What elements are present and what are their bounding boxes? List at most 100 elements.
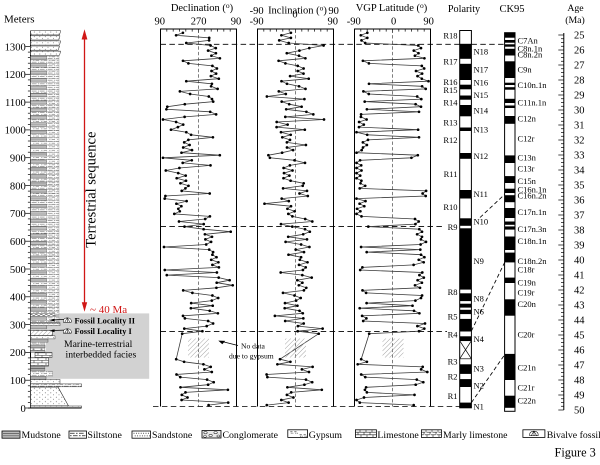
svg-text:90: 90	[231, 17, 242, 28]
svg-text:VGP Latitude (o): VGP Latitude (o)	[356, 1, 428, 14]
svg-text:R14: R14	[443, 98, 458, 108]
svg-text:R9: R9	[448, 222, 458, 232]
svg-text:34: 34	[574, 166, 585, 177]
svg-text:C10n.1n: C10n.1n	[518, 80, 548, 90]
svg-text:N3: N3	[474, 363, 484, 373]
svg-text:Marine-terrestrial: Marine-terrestrial	[64, 339, 133, 350]
svg-text:C22n: C22n	[518, 396, 537, 406]
svg-text:N4: N4	[474, 334, 485, 344]
svg-text:1100: 1100	[5, 98, 26, 109]
svg-text:(Ma): (Ma)	[565, 15, 585, 26]
svg-text:Gypsum: Gypsum	[309, 430, 343, 441]
svg-text:C8n.2n: C8n.2n	[518, 49, 544, 59]
svg-text:C9n: C9n	[518, 65, 533, 75]
svg-text:R3: R3	[448, 356, 458, 366]
svg-text:N10: N10	[474, 217, 489, 227]
svg-text:~ 40 Ma: ~ 40 Ma	[90, 304, 127, 316]
svg-text:800: 800	[10, 181, 26, 192]
svg-text:R18: R18	[443, 31, 457, 41]
svg-text:N2: N2	[474, 381, 484, 391]
svg-text:90: 90	[328, 17, 339, 28]
svg-text:44: 44	[574, 316, 585, 327]
svg-text:90: 90	[423, 17, 434, 28]
svg-text:90: 90	[328, 6, 339, 17]
svg-text:36: 36	[574, 196, 585, 207]
svg-text:C13r: C13r	[518, 163, 535, 173]
svg-text:90: 90	[155, 17, 166, 28]
svg-text:Limestone: Limestone	[377, 430, 419, 441]
svg-text:Conglomerate: Conglomerate	[223, 430, 279, 441]
svg-text:-90: -90	[347, 17, 361, 28]
svg-text:R2: R2	[448, 372, 458, 382]
svg-text:R5: R5	[448, 311, 458, 321]
svg-text:600: 600	[10, 237, 26, 248]
svg-text:R15: R15	[443, 85, 457, 95]
svg-text:37: 37	[574, 211, 585, 222]
svg-text:C18r: C18r	[518, 265, 535, 275]
svg-text:33: 33	[574, 151, 585, 162]
svg-text:C20n: C20n	[518, 299, 537, 309]
svg-text:Siltstone: Siltstone	[88, 430, 123, 441]
svg-text:C12n: C12n	[518, 113, 537, 123]
svg-text:Figure 3: Figure 3	[555, 445, 596, 459]
svg-text:N13: N13	[474, 124, 489, 134]
svg-text:27: 27	[574, 61, 585, 72]
svg-text:C19r: C19r	[518, 287, 535, 297]
svg-text:48: 48	[574, 376, 585, 387]
svg-text:1000: 1000	[5, 126, 26, 137]
svg-text:26: 26	[574, 46, 585, 57]
svg-text:N17: N17	[474, 65, 489, 75]
svg-text:R12: R12	[443, 135, 457, 145]
svg-text:R1: R1	[448, 391, 458, 401]
svg-text:Meters: Meters	[4, 14, 35, 26]
svg-text:N18: N18	[474, 46, 489, 56]
svg-text:50: 50	[574, 406, 585, 417]
svg-text:N15: N15	[474, 90, 489, 100]
svg-text:40: 40	[574, 256, 585, 267]
svg-text:Marly limestone: Marly limestone	[443, 430, 508, 441]
svg-text:300: 300	[10, 320, 26, 331]
svg-text:29: 29	[574, 91, 585, 102]
svg-text:N6: N6	[474, 306, 484, 316]
svg-text:Terrestrial sequence: Terrestrial sequence	[84, 132, 100, 248]
svg-text:47: 47	[574, 361, 585, 372]
svg-text:N1: N1	[474, 401, 484, 411]
svg-text:45: 45	[574, 331, 585, 342]
svg-text:46: 46	[574, 346, 585, 357]
svg-text:R11: R11	[444, 169, 458, 179]
svg-text:Polarity: Polarity	[448, 4, 481, 15]
svg-text:400: 400	[10, 293, 26, 304]
svg-text:No data: No data	[241, 342, 265, 351]
svg-text:700: 700	[10, 209, 26, 220]
svg-text:C21r: C21r	[518, 382, 535, 392]
svg-text:Sandstone: Sandstone	[152, 430, 193, 441]
svg-text:Fossil Locality I: Fossil Locality I	[75, 327, 132, 336]
svg-text:R17: R17	[443, 56, 457, 66]
svg-text:-90: -90	[250, 6, 264, 17]
svg-text:270: 270	[191, 17, 207, 28]
svg-text:Declination (o): Declination (o)	[171, 1, 234, 14]
svg-text:Bivalve fossil: Bivalve fossil	[547, 430, 600, 441]
svg-text:Inclination (o): Inclination (o)	[268, 4, 327, 17]
svg-text:N8: N8	[474, 293, 484, 303]
svg-text:200: 200	[10, 348, 26, 359]
svg-text:due to gypsum: due to gypsum	[229, 352, 274, 361]
svg-text:900: 900	[10, 154, 26, 165]
svg-text:Age: Age	[567, 3, 584, 14]
svg-text:R13: R13	[443, 118, 457, 128]
svg-text:CK95: CK95	[499, 4, 524, 15]
svg-text:N16: N16	[474, 78, 489, 88]
svg-text:30: 30	[574, 106, 585, 117]
svg-text:25: 25	[574, 31, 585, 42]
svg-text:0: 0	[21, 404, 26, 415]
svg-text:C17n.1n: C17n.1n	[518, 207, 548, 217]
svg-text:C20r: C20r	[518, 330, 535, 340]
svg-text:35: 35	[574, 181, 585, 192]
svg-text:R8: R8	[448, 287, 458, 297]
svg-text:interbedded facies: interbedded facies	[66, 350, 137, 361]
svg-text:R4: R4	[448, 330, 459, 340]
svg-text:C18n.1n: C18n.1n	[518, 236, 548, 246]
svg-text:N9: N9	[474, 256, 484, 266]
svg-text:0: 0	[292, 10, 297, 21]
svg-text:Fossil Locality II: Fossil Locality II	[75, 316, 136, 325]
